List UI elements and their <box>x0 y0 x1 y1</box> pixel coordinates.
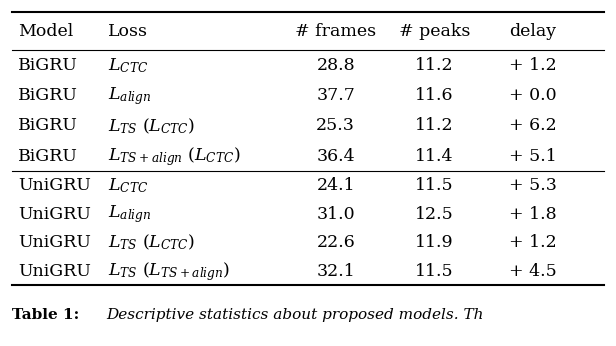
Text: BiGRU: BiGRU <box>18 57 78 74</box>
Text: 12.5: 12.5 <box>415 206 453 222</box>
Text: 11.5: 11.5 <box>415 263 453 280</box>
Text: 11.4: 11.4 <box>415 148 453 165</box>
Text: $L_{align}$: $L_{align}$ <box>108 203 152 225</box>
Text: $L_{TS+align}$ ($L_{CTC}$): $L_{TS+align}$ ($L_{CTC}$) <box>108 145 240 167</box>
Text: 22.6: 22.6 <box>317 234 355 251</box>
Text: + 1.2: + 1.2 <box>509 234 557 251</box>
Text: UniGRU: UniGRU <box>18 263 91 280</box>
Text: $L_{CTC}$: $L_{CTC}$ <box>108 176 148 195</box>
Text: 28.8: 28.8 <box>317 57 355 74</box>
Text: delay: delay <box>509 22 556 40</box>
Text: UniGRU: UniGRU <box>18 206 91 222</box>
Text: 32.1: 32.1 <box>317 263 355 280</box>
Text: $L_{TS}$ ($L_{TS+align}$): $L_{TS}$ ($L_{TS+align}$) <box>108 260 230 283</box>
Text: + 1.8: + 1.8 <box>509 206 557 222</box>
Text: 11.5: 11.5 <box>415 177 453 194</box>
Text: 36.4: 36.4 <box>317 148 355 165</box>
Text: Table 1:: Table 1: <box>12 308 85 322</box>
Text: + 0.0: + 0.0 <box>509 87 557 104</box>
Text: + 5.3: + 5.3 <box>509 177 557 194</box>
Text: BiGRU: BiGRU <box>18 87 78 104</box>
Text: $L_{TS}$ ($L_{CTC}$): $L_{TS}$ ($L_{CTC}$) <box>108 116 195 136</box>
Text: 11.2: 11.2 <box>415 117 453 134</box>
Text: 11.6: 11.6 <box>415 87 453 104</box>
Text: 31.0: 31.0 <box>317 206 355 222</box>
Text: 11.2: 11.2 <box>415 57 453 74</box>
Text: UniGRU: UniGRU <box>18 234 91 251</box>
Text: BiGRU: BiGRU <box>18 117 78 134</box>
Text: # frames: # frames <box>295 22 376 40</box>
Text: 25.3: 25.3 <box>316 117 355 134</box>
Text: Descriptive statistics about proposed models. Th: Descriptive statistics about proposed mo… <box>106 308 484 322</box>
Text: UniGRU: UniGRU <box>18 177 91 194</box>
Text: $L_{CTC}$: $L_{CTC}$ <box>108 56 148 75</box>
Text: + 1.2: + 1.2 <box>509 57 557 74</box>
Text: 24.1: 24.1 <box>317 177 355 194</box>
Text: # peaks: # peaks <box>399 22 470 40</box>
Text: + 4.5: + 4.5 <box>509 263 557 280</box>
Text: $L_{TS}$ ($L_{CTC}$): $L_{TS}$ ($L_{CTC}$) <box>108 233 195 252</box>
Text: 11.9: 11.9 <box>415 234 453 251</box>
Text: Model: Model <box>18 22 74 40</box>
Text: BiGRU: BiGRU <box>18 148 78 165</box>
Text: + 6.2: + 6.2 <box>509 117 557 134</box>
Text: Loss: Loss <box>108 22 148 40</box>
Text: + 5.1: + 5.1 <box>509 148 557 165</box>
Text: 37.7: 37.7 <box>316 87 355 104</box>
Text: $L_{align}$: $L_{align}$ <box>108 85 152 107</box>
